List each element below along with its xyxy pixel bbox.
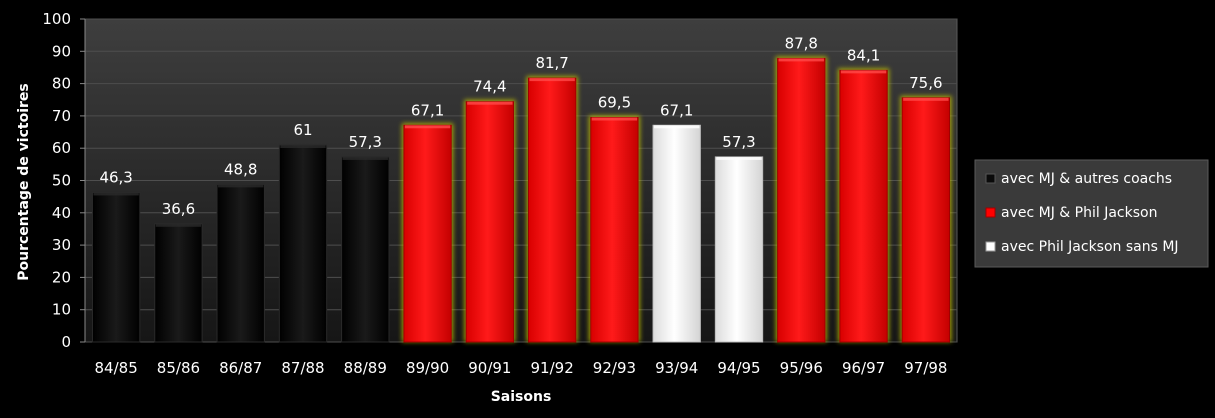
- data-label: 57,3: [349, 133, 382, 151]
- y-tick-label: 40: [52, 204, 71, 222]
- bar: [652, 124, 701, 343]
- legend-box: [974, 159, 1209, 268]
- y-axis-ticks: 0 10 20 30 40 50 60 70 80 90 100: [42, 10, 86, 351]
- data-label: 36,6: [162, 200, 195, 218]
- bar-top-highlight: [654, 125, 700, 129]
- bar: [590, 117, 639, 343]
- data-label: 67,1: [660, 101, 693, 119]
- y-tick-label: 50: [52, 172, 71, 190]
- data-label: 75,6: [909, 74, 942, 92]
- x-tick-label: 85/86: [157, 359, 200, 377]
- x-tick-label: 94/95: [717, 359, 760, 377]
- y-tick-label: 30: [52, 236, 71, 254]
- bar-top-highlight: [467, 101, 513, 105]
- legend-swatch: [985, 241, 996, 252]
- legend: avec MJ & autres coachs avec MJ & Phil Ja…: [974, 159, 1209, 268]
- bar-top-highlight: [591, 117, 638, 121]
- data-label: 61: [293, 121, 312, 139]
- data-label: 67,1: [411, 101, 444, 119]
- data-label: 46,3: [99, 168, 132, 186]
- bar-top-highlight: [529, 78, 575, 82]
- x-tick-label: 96/97: [842, 359, 885, 377]
- bar-top-highlight: [840, 70, 887, 74]
- x-tick-label: 89/90: [406, 359, 449, 377]
- data-label: 87,8: [785, 34, 818, 52]
- data-labels: 46,3 36,6 48,8 61 57,3 67,1 74,4 81,7 69,5 67,1 57…: [99, 34, 942, 217]
- y-tick-label: 80: [52, 75, 71, 93]
- data-label: 81,7: [535, 54, 568, 72]
- bar: [465, 101, 515, 343]
- y-tick-label: 90: [52, 42, 71, 60]
- data-label: 84,1: [847, 46, 880, 64]
- y-tick-label: 60: [52, 139, 71, 157]
- bar: [901, 97, 951, 343]
- data-label: 69,5: [598, 94, 631, 112]
- bar-top-highlight: [218, 184, 264, 188]
- bar-top-highlight: [93, 192, 139, 196]
- x-tick-label: 95/96: [780, 359, 823, 377]
- bar-top-highlight: [404, 125, 451, 129]
- x-tick-label: 90/91: [468, 359, 511, 377]
- y-tick-label: 70: [52, 107, 71, 125]
- bar-top-highlight: [778, 58, 824, 62]
- x-tick-label: 88/89: [344, 359, 387, 377]
- y-tick-label: 100: [42, 10, 71, 28]
- legend-label: avec Phil Jackson sans MJ: [1001, 239, 1179, 255]
- x-tick-label: 86/87: [219, 359, 262, 377]
- bar: [278, 144, 328, 343]
- bar: [527, 77, 577, 343]
- x-tick-label: 84/85: [95, 359, 138, 377]
- bar: [341, 156, 390, 343]
- legend-label: avec MJ & autres coachs: [1001, 171, 1172, 187]
- bar: [777, 57, 826, 343]
- data-label: 48,8: [224, 160, 257, 178]
- y-axis-title: Pourcentage de victoires: [16, 83, 32, 281]
- data-label: 57,3: [722, 133, 755, 151]
- legend-swatch: [985, 207, 996, 218]
- x-axis-title: Saisons: [491, 389, 552, 405]
- x-tick-label: 93/94: [655, 359, 698, 377]
- x-axis-ticks: 84/85 85/86 86/87 87/88 88/89 89/90 90/91 91/92…: [95, 359, 948, 377]
- legend-swatch: [985, 173, 996, 184]
- x-tick-label: 92/93: [593, 359, 636, 377]
- bar: [839, 69, 888, 343]
- bar-top-highlight: [280, 144, 326, 148]
- bar-top-highlight: [155, 223, 202, 227]
- bars: [91, 56, 952, 343]
- bar: [154, 223, 203, 343]
- bar: [403, 124, 452, 343]
- data-label: 74,4: [473, 78, 506, 96]
- y-tick-label: 20: [52, 268, 71, 286]
- bar-top-highlight: [716, 156, 762, 160]
- bar: [216, 183, 265, 343]
- y-tick-label: 10: [52, 301, 71, 319]
- bar: [91, 191, 141, 343]
- bar: [714, 156, 764, 343]
- bar-top-highlight: [903, 97, 949, 101]
- bar-top-highlight: [342, 156, 388, 160]
- y-tick-label: 0: [61, 333, 71, 351]
- legend-label: avec MJ & Phil Jackson: [1001, 205, 1157, 221]
- x-tick-label: 91/92: [531, 359, 574, 377]
- x-tick-label: 97/98: [904, 359, 947, 377]
- x-tick-label: 87/88: [281, 359, 324, 377]
